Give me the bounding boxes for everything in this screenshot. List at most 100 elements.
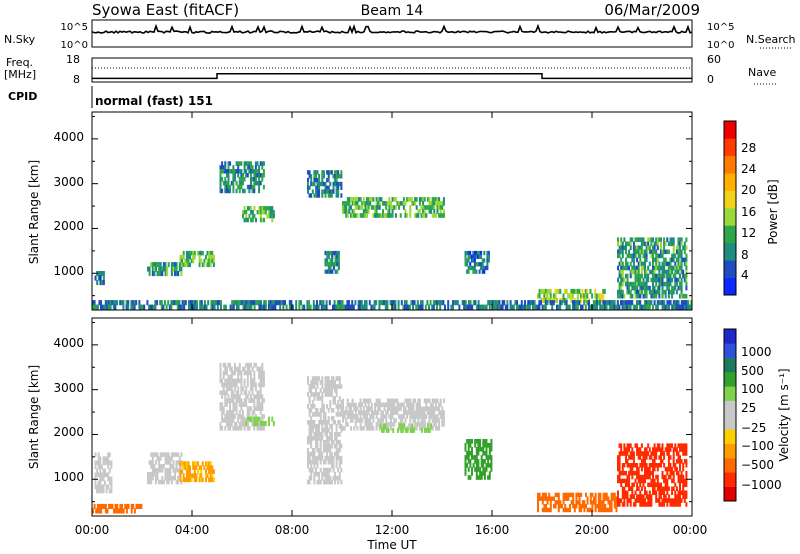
heatmap-cell [647, 474, 650, 480]
heatmap-cell [170, 271, 173, 277]
xtick-2000: 20:00 [575, 523, 610, 537]
heatmap-cell [243, 177, 246, 182]
heatmap-cell [467, 439, 470, 444]
heatmap-cell [316, 432, 319, 437]
heatmap-cell [382, 209, 384, 214]
heatmap-cell [324, 380, 327, 385]
heatmap-cell [464, 258, 467, 263]
heatmap-cell [213, 304, 216, 310]
heatmap-cell [620, 273, 623, 279]
heatmap-cell [473, 258, 476, 263]
heatmap-cell [238, 161, 241, 166]
heatmap-cell [337, 412, 340, 417]
heatmap-cell [366, 414, 368, 419]
heatmap-cell [320, 300, 323, 306]
heatmap-cell [337, 420, 340, 425]
heatmap-cell [338, 443, 341, 449]
heatmap-cell [324, 455, 327, 461]
heatmap-cell [259, 402, 262, 407]
heatmap-cell [342, 209, 344, 214]
heatmap-cell [147, 266, 149, 272]
heatmap-cell [335, 189, 338, 194]
heatmap-cell [412, 406, 415, 411]
heatmap-cell [422, 423, 425, 429]
heatmap-cell [104, 472, 106, 478]
heatmap-cell [232, 382, 235, 388]
heatmap-cell [642, 455, 645, 460]
heatmap-cell [437, 300, 440, 306]
heatmap-cell [219, 177, 222, 182]
heatmap-cell [677, 261, 680, 267]
heatmap-cell [559, 300, 562, 306]
heatmap-cell [308, 459, 311, 465]
heatmap-cell [246, 394, 249, 399]
heatmap-cell [632, 261, 635, 267]
heatmap-cell [636, 304, 638, 310]
heatmap-cell [677, 451, 680, 456]
heatmap-cell [209, 477, 212, 483]
heatmap-cell [388, 402, 391, 408]
heatmap-cell [620, 285, 623, 291]
heatmap-cell [94, 472, 97, 478]
heatmap-cell [655, 237, 658, 242]
heatmap-cell [104, 456, 106, 461]
heatmap-cell [442, 414, 445, 419]
heatmap-cell [537, 500, 539, 505]
heatmap-cell [255, 217, 257, 223]
heatmap-cell [621, 293, 624, 299]
heatmap-cell [485, 463, 488, 468]
heatmap-cell [101, 271, 104, 277]
heatmap-cell [245, 421, 248, 427]
heatmap-cell [237, 304, 240, 310]
heatmap-cell [647, 451, 650, 456]
heatmap-cell [683, 482, 686, 488]
heatmap-cell [626, 498, 629, 503]
heatmap-cell [433, 406, 436, 411]
heatmap-cell [442, 197, 445, 202]
heatmap-cell [664, 466, 667, 472]
heatmap-cell [324, 443, 327, 449]
heatmap-cell [189, 465, 191, 470]
heatmap-cell [467, 467, 470, 472]
heatmap-cell [329, 479, 332, 485]
heatmap-cell [332, 185, 335, 190]
heatmap-cell [150, 464, 153, 469]
power-ytick-4000: 4000 [53, 130, 84, 144]
heatmap-cell [597, 496, 600, 501]
heatmap-cell [577, 492, 579, 498]
heatmap-cell [377, 422, 380, 427]
heatmap-cell [189, 477, 191, 483]
heatmap-cell [397, 300, 400, 306]
heatmap-cell [185, 469, 188, 474]
heatmap-cell [235, 422, 238, 427]
heatmap-cell [346, 402, 349, 408]
heatmap-cell [469, 262, 472, 267]
heatmap-cell [660, 273, 662, 279]
freq-unit: [MHz] [4, 68, 36, 81]
heatmap-cell [308, 428, 311, 433]
heatmap-cell [609, 504, 611, 509]
heatmap-cell [631, 451, 634, 456]
heatmap-cell [246, 410, 249, 415]
heatmap-cell [340, 304, 342, 310]
heatmap-cell [664, 494, 667, 499]
heatmap-cell [634, 289, 637, 295]
heatmap-cell [393, 205, 396, 210]
heatmap-cell [548, 492, 551, 498]
heatmap-cell [100, 508, 103, 514]
heatmap-cell [618, 293, 621, 299]
heatmap-cell [246, 426, 249, 431]
station-title: Syowa East (fitACF) [92, 1, 239, 19]
heatmap-cell [254, 165, 257, 170]
heatmap-cell [324, 269, 327, 274]
heatmap-cell [308, 304, 310, 310]
heatmap-cell [232, 390, 235, 396]
heatmap-cell [661, 502, 664, 507]
colorbar-swatch [724, 155, 736, 174]
heatmap-cell [313, 392, 316, 397]
heatmap-cell [121, 503, 123, 509]
heatmap-cell [367, 410, 370, 415]
heatmap-cell [669, 300, 672, 306]
heatmap-cell [298, 300, 301, 306]
heatmap-cell [597, 504, 600, 509]
